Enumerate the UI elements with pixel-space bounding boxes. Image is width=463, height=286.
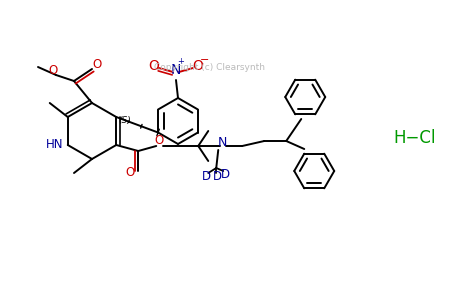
Text: O: O xyxy=(154,134,163,146)
Text: O: O xyxy=(92,59,101,72)
Text: HN: HN xyxy=(46,138,63,152)
Text: N: N xyxy=(170,63,181,77)
Text: O: O xyxy=(125,166,135,180)
Text: (S): (S) xyxy=(118,116,131,126)
Text: O: O xyxy=(148,59,159,73)
Text: O: O xyxy=(48,65,57,78)
Text: −: − xyxy=(200,55,209,65)
Text: H−Cl: H−Cl xyxy=(393,129,435,147)
Text: O: O xyxy=(192,59,203,73)
Text: Copyright (c) Clearsynth: Copyright (c) Clearsynth xyxy=(154,63,265,72)
Text: N: N xyxy=(217,136,226,150)
Text: D: D xyxy=(201,170,210,184)
Text: D: D xyxy=(220,168,229,180)
Text: +: + xyxy=(177,57,184,67)
Text: D: D xyxy=(212,170,221,184)
